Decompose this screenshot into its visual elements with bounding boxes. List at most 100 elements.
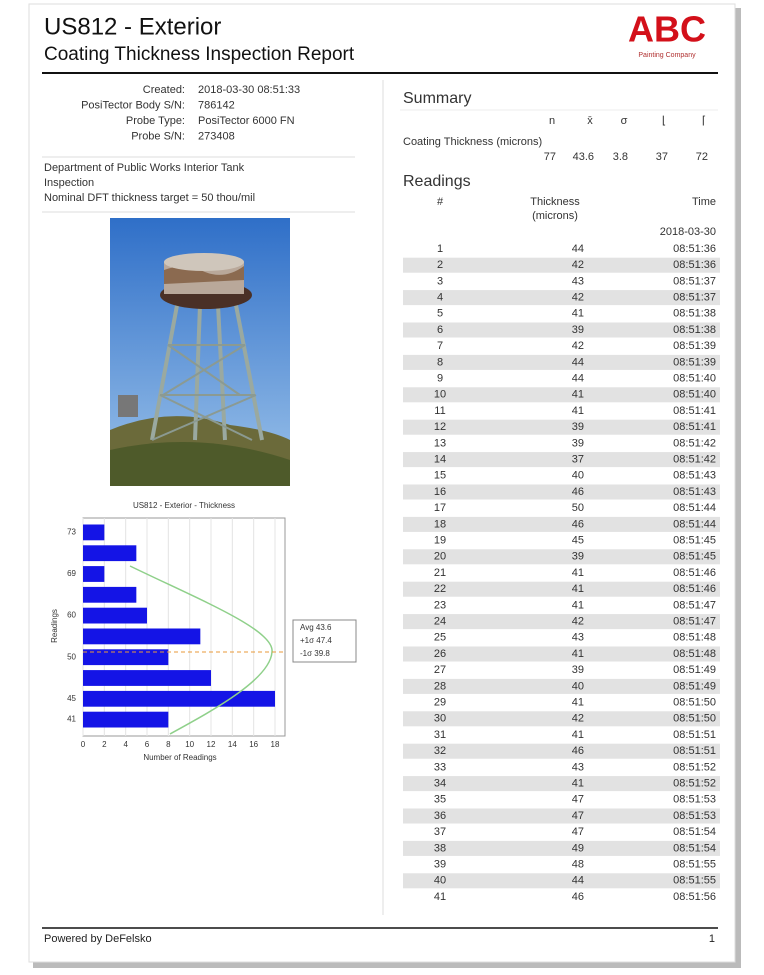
- row-stripe: [403, 711, 720, 727]
- reading-number: 12: [434, 421, 446, 433]
- reading-time: 08:51:51: [673, 745, 716, 757]
- x-axis-label: Number of Readings: [143, 753, 216, 762]
- reading-time: 08:51:54: [673, 826, 716, 838]
- reading-time: 08:51:37: [673, 275, 716, 287]
- reading-time: 08:51:44: [673, 502, 716, 514]
- row-stripe: [403, 808, 720, 824]
- reading-thickness: 46: [572, 486, 584, 498]
- number-header: #: [437, 196, 444, 208]
- x-tick-label: 2: [102, 740, 107, 749]
- reading-thickness: 41: [572, 405, 584, 417]
- reading-time: 08:51:36: [673, 259, 716, 271]
- histogram-bar: [83, 670, 211, 686]
- reading-thickness: 41: [572, 389, 584, 401]
- row-stripe: [403, 452, 720, 468]
- summary-title: Summary: [403, 90, 471, 107]
- x-tick-label: 6: [145, 740, 150, 749]
- y-tick-label: 45: [67, 694, 76, 703]
- reading-thickness: 50: [572, 502, 584, 514]
- footer-credit: Powered by DeFelsko: [44, 933, 152, 945]
- reading-time: 08:51:40: [673, 389, 716, 401]
- reading-time: 08:51:56: [673, 891, 716, 903]
- reading-thickness: 43: [572, 632, 584, 644]
- reading-time: 08:51:45: [673, 535, 716, 547]
- reading-time: 08:51:38: [673, 324, 716, 336]
- x-tick-label: 12: [207, 740, 216, 749]
- reading-time: 08:51:39: [673, 340, 716, 352]
- x-tick-label: 0: [81, 740, 86, 749]
- x-tick-label: 10: [185, 740, 194, 749]
- reading-number: 17: [434, 502, 446, 514]
- reading-time: 08:51:38: [673, 308, 716, 320]
- reading-time: 08:51:41: [673, 421, 716, 433]
- readings-date: 2018-03-30: [660, 226, 716, 238]
- reading-thickness: 42: [572, 292, 584, 304]
- info-label: Created:: [143, 84, 185, 96]
- reading-thickness: 39: [572, 437, 584, 449]
- reading-thickness: 43: [572, 275, 584, 287]
- reading-time: 08:51:53: [673, 794, 716, 806]
- info-label: Probe Type:: [126, 115, 185, 127]
- reading-time: 08:51:42: [673, 454, 716, 466]
- reading-time: 08:51:48: [673, 632, 716, 644]
- histogram-bar: [83, 607, 147, 624]
- reading-number: 1: [437, 243, 443, 255]
- summary-row-label: Coating Thickness (microns): [403, 136, 542, 148]
- logo: ABC: [628, 9, 706, 50]
- reading-number: 18: [434, 518, 446, 530]
- reading-time: 08:51:47: [673, 599, 716, 611]
- reading-number: 13: [434, 437, 446, 449]
- summary-value: 72: [696, 151, 708, 163]
- reading-number: 8: [437, 356, 443, 368]
- reading-number: 15: [434, 470, 446, 482]
- reading-thickness: 41: [572, 729, 584, 741]
- reading-time: 08:51:45: [673, 551, 716, 563]
- reading-thickness: 47: [572, 810, 584, 822]
- reading-thickness: 48: [572, 859, 584, 871]
- y-tick-label: 50: [67, 652, 76, 661]
- reading-number: 41: [434, 891, 446, 903]
- row-stripe: [403, 419, 720, 435]
- reading-thickness: 44: [572, 243, 584, 255]
- reading-number: 19: [434, 535, 446, 547]
- reading-thickness: 46: [572, 891, 584, 903]
- summary-value: 43.6: [573, 151, 594, 163]
- reading-time: 08:51:46: [673, 583, 716, 595]
- x-tick-label: 18: [271, 740, 280, 749]
- reading-number: 36: [434, 810, 446, 822]
- histogram-bar: [83, 711, 169, 728]
- histogram-bar: [83, 545, 137, 562]
- x-tick-label: 8: [166, 740, 171, 749]
- info-value: 786142: [198, 99, 235, 111]
- reading-number: 26: [434, 648, 446, 660]
- reading-time: 08:51:52: [673, 778, 716, 790]
- reading-thickness: 44: [572, 875, 584, 887]
- reading-time: 08:51:41: [673, 405, 716, 417]
- histogram-bar: [83, 649, 169, 666]
- reading-number: 33: [434, 761, 446, 773]
- thickness-header: (microns): [532, 210, 578, 222]
- reading-number: 16: [434, 486, 446, 498]
- reading-thickness: 41: [572, 648, 584, 660]
- info-label: Probe S/N:: [131, 130, 185, 142]
- summary-column-header: ⌈: [702, 115, 706, 127]
- reading-thickness: 44: [572, 356, 584, 368]
- reading-time: 08:51:36: [673, 243, 716, 255]
- row-stripe: [403, 646, 720, 662]
- reading-thickness: 41: [572, 583, 584, 595]
- reading-number: 11: [434, 405, 445, 417]
- row-stripe: [403, 257, 720, 273]
- note-line: Nominal DFT thickness target = 50 thou/m…: [44, 192, 255, 204]
- info-value: PosiTector 6000 FN: [198, 115, 295, 127]
- summary-value: 3.8: [613, 151, 628, 163]
- summary-value: 37: [656, 151, 668, 163]
- reading-thickness: 42: [572, 340, 584, 352]
- legend-box: [292, 619, 357, 663]
- reading-time: 08:51:54: [673, 842, 716, 854]
- reading-thickness: 44: [572, 373, 584, 385]
- row-stripe: [403, 387, 720, 403]
- reading-time: 08:51:42: [673, 437, 716, 449]
- reading-thickness: 39: [572, 421, 584, 433]
- report-subtitle: Coating Thickness Inspection Report: [44, 44, 355, 65]
